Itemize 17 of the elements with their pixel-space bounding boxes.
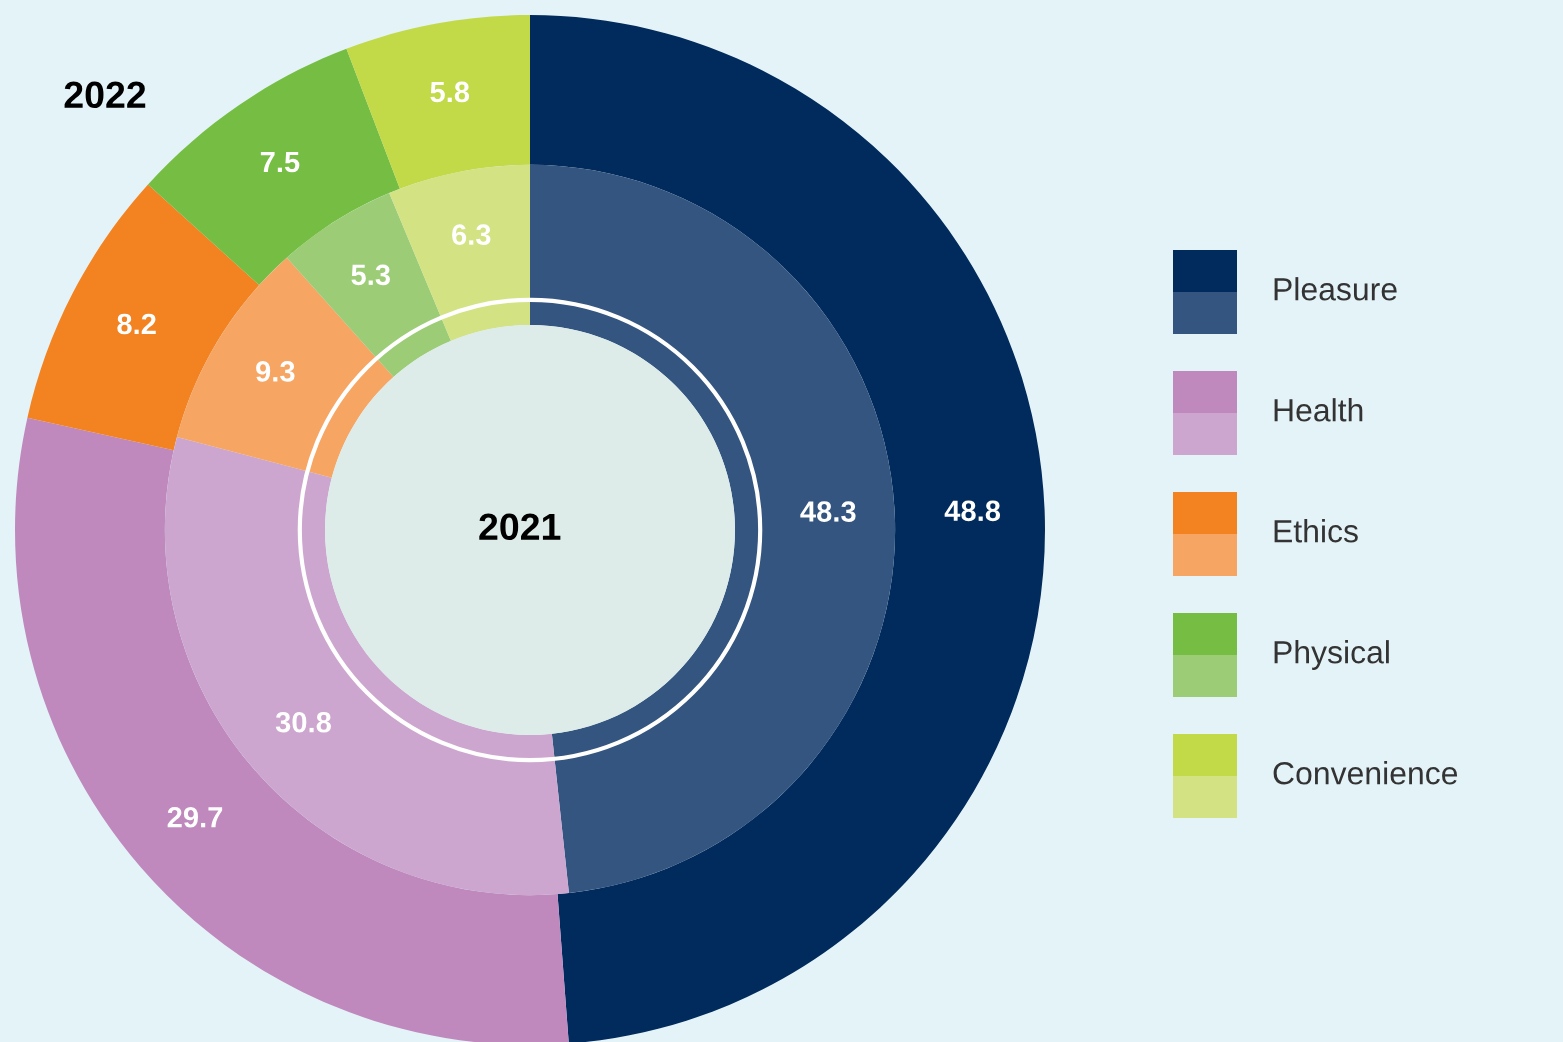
slice-label: 2021 (479, 513, 561, 541)
legend-label: Pleasure (1274, 277, 1397, 301)
data-label: 30.8 (275, 711, 331, 733)
legend-label: Ethics (1274, 519, 1358, 543)
data-label: 8.2 (117, 313, 156, 335)
data-label: 9.3 (256, 361, 295, 382)
legend-label: Health (1274, 398, 1363, 422)
data-label: 5.3 (351, 264, 390, 286)
legend-label: Convenience (1273, 761, 1458, 785)
data-label: 29.7 (167, 806, 223, 828)
legend-label: Physical (1274, 640, 1389, 670)
data-label: 48.8 (944, 500, 1001, 522)
data-label: 7.5 (260, 151, 300, 173)
data-label: 48.3 (800, 501, 856, 522)
data-label: 6.3 (452, 224, 491, 245)
data-label: 5.8 (430, 81, 470, 103)
slice-label: 2022 (64, 81, 146, 109)
